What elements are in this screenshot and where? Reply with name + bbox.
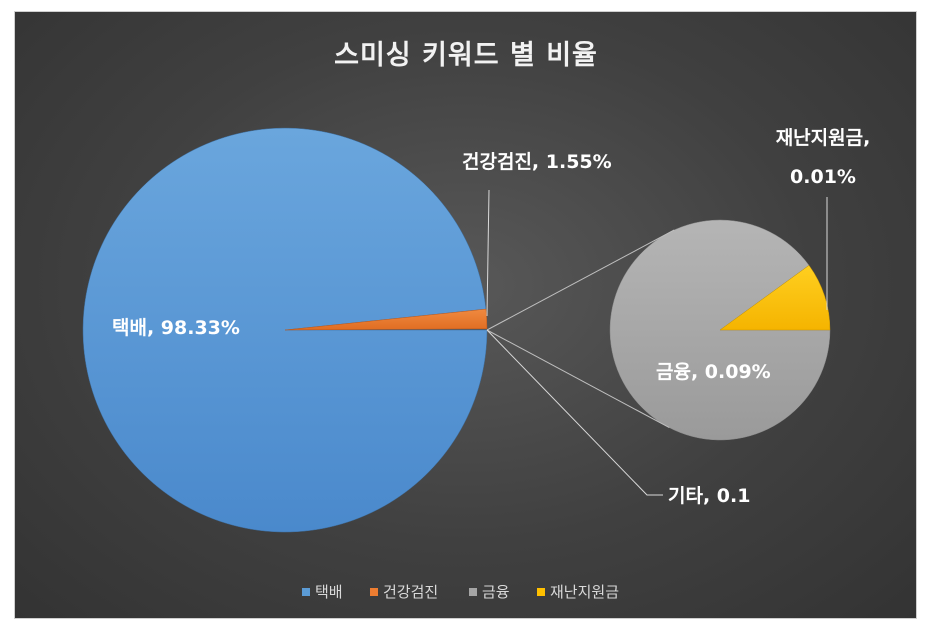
legend: 택배 건강검진 금융 재난지원금 [302, 583, 619, 601]
data-label-재난지원금-line2: 0.01% [790, 166, 856, 188]
legend-swatch-재난지원금 [537, 588, 545, 596]
pie-of-pie-chart: 스미싱 키워드 별 비율 택배, 98.33% 건강검진, 1.55% 기타, … [82, 40, 871, 601]
legend-label-건강검진: 건강검진 [383, 583, 438, 601]
leader-line-기타 [486, 329, 663, 496]
secondary-pie [609, 219, 831, 441]
chart-title: 스미싱 키워드 별 비율 [334, 40, 598, 71]
slice-건강검진 [284, 308, 488, 331]
legend-label-택배: 택배 [315, 583, 343, 601]
connector-line-top [486, 229, 675, 331]
legend-label-금융: 금융 [482, 583, 510, 601]
data-label-재난지원금-line1: 재난지원금, [776, 127, 871, 149]
leader-line-건강검진 [486, 189, 490, 317]
connector-line-bottom [486, 329, 670, 429]
data-label-금융: 금융, 0.09% [656, 361, 771, 383]
legend-swatch-택배 [302, 588, 310, 596]
data-label-기타: 기타, 0.1 [668, 485, 750, 507]
data-label-택배: 택배, 98.33% [112, 317, 240, 339]
chart-frame: 스미싱 키워드 별 비율 택배, 98.33% 건강검진, 1.55% 기타, … [14, 11, 917, 619]
slice-재난지원금 [719, 264, 831, 331]
data-label-건강검진: 건강검진, 1.55% [462, 151, 612, 173]
main-pie [82, 127, 488, 533]
legend-label-재난지원금: 재난지원금 [550, 583, 619, 601]
legend-swatch-건강검진 [370, 588, 378, 596]
legend-swatch-금융 [469, 588, 477, 596]
